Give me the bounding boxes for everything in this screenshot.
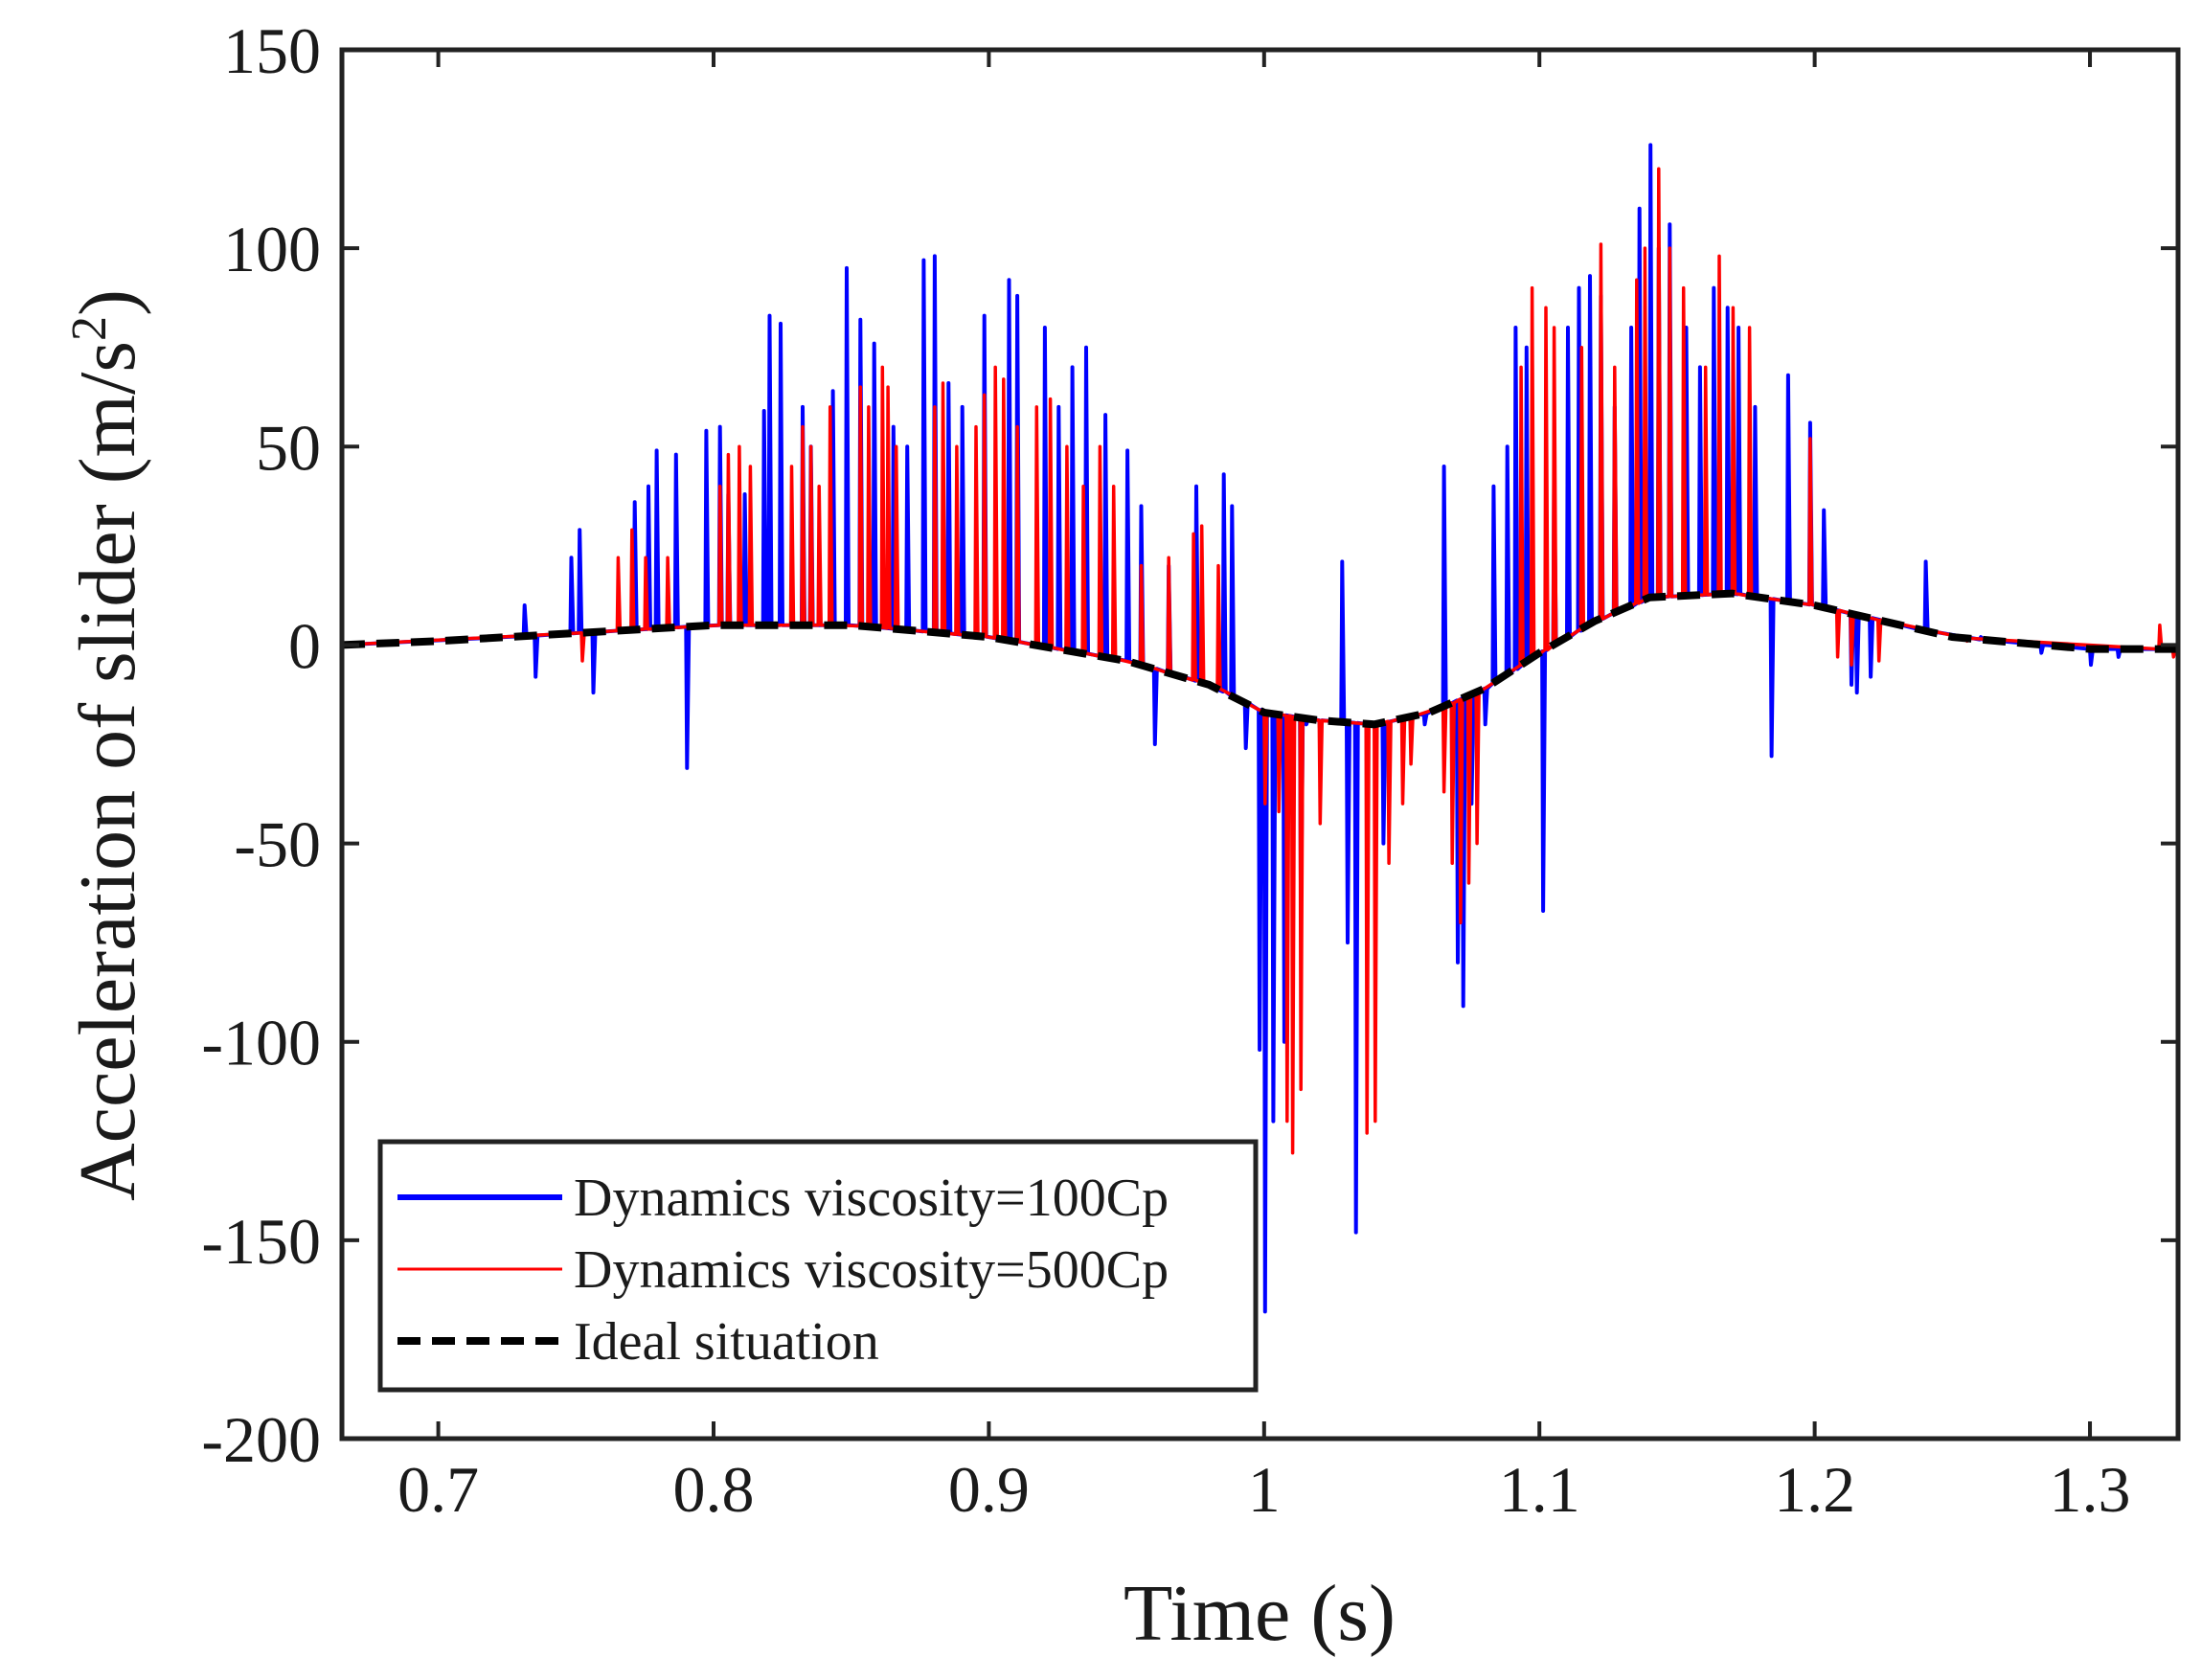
y-tick-label: 0 bbox=[288, 609, 321, 682]
y-axis-title-main: Acceleration of slider (m/s bbox=[63, 341, 152, 1201]
x-tick-label: 1.1 bbox=[1499, 1453, 1580, 1526]
x-tick-label: 1.2 bbox=[1774, 1453, 1855, 1526]
legend-box bbox=[377, 1139, 1259, 1393]
plot-frame bbox=[339, 47, 2181, 1442]
series-layer bbox=[342, 143, 2178, 1314]
y-axis-title: Acceleration of slider (m/s2) bbox=[62, 289, 152, 1201]
legend-label-100cp: Dynamics viscosity=100Cp bbox=[574, 1169, 1169, 1228]
x-axis-title: Time (s) bbox=[1124, 1569, 1396, 1658]
x-tick-label: 1.3 bbox=[2050, 1453, 2131, 1526]
y-axis-title-superscript: 2 bbox=[62, 316, 117, 341]
y-tick-label: 50 bbox=[256, 411, 321, 484]
legend: Dynamics viscosity=100Cp Dynamics viscos… bbox=[377, 1139, 1259, 1393]
y-tick-label: 150 bbox=[223, 14, 321, 87]
y-tick-label: -150 bbox=[201, 1205, 321, 1278]
x-tick-label: 0.8 bbox=[672, 1453, 754, 1526]
x-tick-label: 0.7 bbox=[397, 1453, 479, 1526]
ticks-layer: 0.7 0.8 0.9 1 1.1 1.2 1.3 -200 -150 -100 -50 0 50 100… bbox=[201, 14, 2178, 1526]
series-line-ideal bbox=[342, 589, 2178, 729]
y-tick-label: -100 bbox=[201, 1007, 321, 1079]
y-tick-label: -200 bbox=[201, 1403, 321, 1476]
y-axis-title-close: ) bbox=[63, 289, 152, 316]
x-tick-label: 1 bbox=[1248, 1453, 1281, 1526]
y-tick-label: -50 bbox=[234, 808, 321, 881]
y-tick-label: 100 bbox=[223, 213, 321, 285]
legend-label-500cp: Dynamics viscosity=500Cp bbox=[574, 1240, 1169, 1300]
series-line-500cp bbox=[342, 167, 2178, 1155]
x-tick-label: 0.9 bbox=[948, 1453, 1030, 1526]
legend-label-ideal: Ideal situation bbox=[574, 1312, 879, 1372]
